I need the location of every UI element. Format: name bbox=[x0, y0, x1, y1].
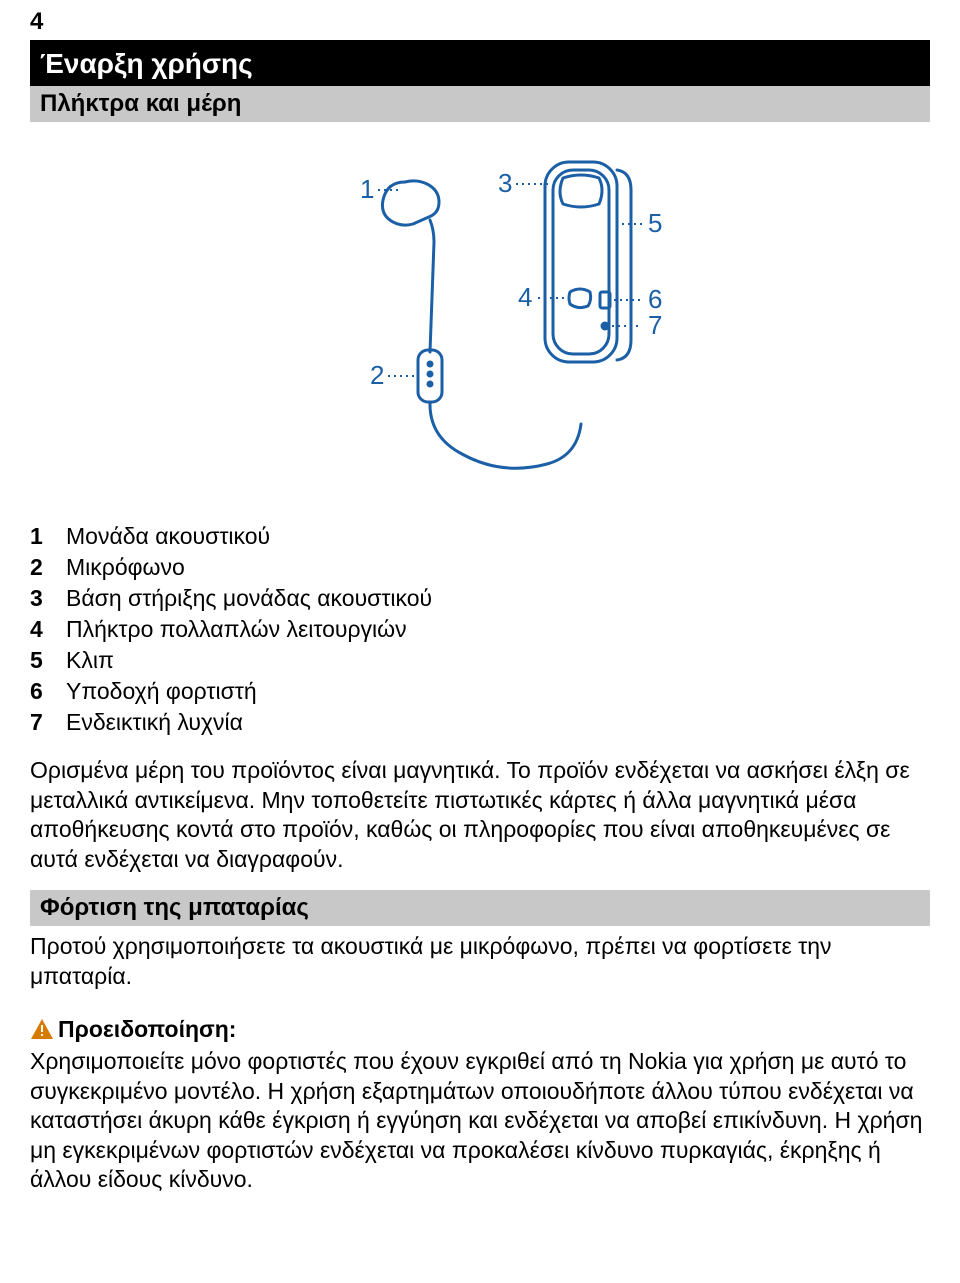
parts-label: Πλήκτρο πολλαπλών λειτουργιών bbox=[66, 614, 407, 645]
parts-num: 3 bbox=[30, 583, 48, 614]
parts-row: 5 Κλιπ bbox=[30, 645, 930, 676]
diagram-label-1: 1 bbox=[360, 174, 374, 204]
parts-num: 1 bbox=[30, 521, 48, 552]
parts-row: 7 Ενδεικτική λυχνία bbox=[30, 707, 930, 738]
subsection-charging: Φόρτιση της μπαταρίας bbox=[30, 890, 930, 926]
diagram-container: 1 2 3 4 5 6 7 bbox=[30, 122, 930, 511]
parts-row: 4 Πλήκτρο πολλαπλών λειτουργιών bbox=[30, 614, 930, 645]
parts-label: Κλιπ bbox=[66, 645, 114, 676]
warning-block: Προειδοποίηση: Χρησιμοποιείτε μόνο φορτι… bbox=[30, 1007, 930, 1195]
warning-title: Προειδοποίηση: bbox=[58, 1016, 236, 1042]
parts-num: 6 bbox=[30, 676, 48, 707]
page: 4 Έναρξη χρήσης Πλήκτρα και μέρη bbox=[0, 0, 960, 1225]
parts-list: 1 Μονάδα ακουστικού 2 Μικρόφωνο 3 Βάση σ… bbox=[30, 511, 930, 756]
parts-num: 7 bbox=[30, 707, 48, 738]
page-number: 4 bbox=[30, 0, 930, 40]
parts-num: 2 bbox=[30, 552, 48, 583]
diagram-label-2: 2 bbox=[370, 360, 384, 390]
diagram-label-5: 5 bbox=[648, 208, 662, 238]
charging-paragraph: Προτού χρησιμοποιήσετε τα ακουστικά με μ… bbox=[30, 926, 930, 1007]
parts-label: Βάση στήριξης μονάδας ακουστικού bbox=[66, 583, 432, 614]
parts-label: Ενδεικτική λυχνία bbox=[66, 707, 243, 738]
diagram-label-4: 4 bbox=[518, 282, 532, 312]
warning-body: Χρησιμοποιείτε μόνο φορτιστές που έχουν … bbox=[30, 1047, 930, 1194]
parts-label: Μικρόφωνο bbox=[66, 552, 185, 583]
magnet-paragraph: Ορισμένα μέρη του προϊόντος είναι μαγνητ… bbox=[30, 756, 930, 890]
section-title: Έναρξη χρήσης bbox=[30, 42, 930, 86]
parts-row: 3 Βάση στήριξης μονάδας ακουστικού bbox=[30, 583, 930, 614]
parts-label: Υποδοχή φορτιστή bbox=[66, 676, 257, 707]
parts-label: Μονάδα ακουστικού bbox=[66, 521, 270, 552]
parts-row: 6 Υποδοχή φορτιστή bbox=[30, 676, 930, 707]
warning-icon bbox=[30, 1018, 54, 1047]
product-diagram: 1 2 3 4 5 6 7 bbox=[270, 142, 690, 482]
parts-num: 4 bbox=[30, 614, 48, 645]
parts-num: 5 bbox=[30, 645, 48, 676]
parts-row: 1 Μονάδα ακουστικού bbox=[30, 521, 930, 552]
diagram-label-7: 7 bbox=[648, 310, 662, 340]
subsection-parts: Πλήκτρα και μέρη bbox=[30, 86, 930, 122]
parts-row: 2 Μικρόφωνο bbox=[30, 552, 930, 583]
diagram-label-3: 3 bbox=[498, 168, 512, 198]
